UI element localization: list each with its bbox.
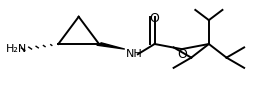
Text: H₂N: H₂N [5, 44, 27, 54]
Text: O: O [150, 12, 159, 25]
Polygon shape [97, 43, 125, 49]
Text: O: O [177, 48, 187, 61]
Text: NH: NH [125, 49, 142, 59]
